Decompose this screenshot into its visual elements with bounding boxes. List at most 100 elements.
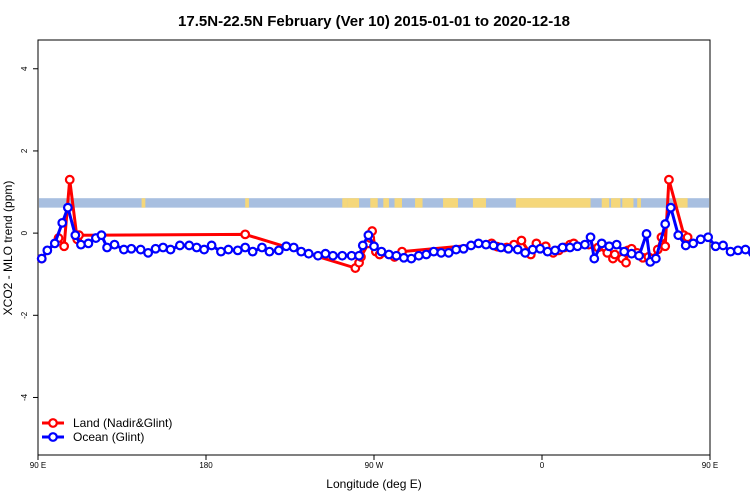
band-land-segment <box>601 198 610 208</box>
series-ocean <box>36 202 750 267</box>
legend-marker <box>48 432 58 442</box>
data-point <box>542 246 553 257</box>
legend-label: Ocean (Glint) <box>73 430 144 444</box>
data-point <box>337 250 348 261</box>
x-tick-label: 0 <box>540 461 545 470</box>
data-point <box>458 243 469 254</box>
data-point <box>688 238 699 249</box>
data-point <box>49 238 60 249</box>
data-point <box>109 239 120 250</box>
data-point <box>281 241 292 252</box>
data-point <box>363 230 374 241</box>
data-point <box>641 229 652 239</box>
legend-marker <box>48 418 58 428</box>
band-land-segment <box>383 198 389 208</box>
data-point <box>516 235 527 246</box>
data-point <box>240 229 251 240</box>
band-land-segment <box>342 198 348 208</box>
data-point <box>257 242 267 253</box>
x-tick-label: 90 E <box>702 461 718 470</box>
y-axis-label: XCO2 - MLO trend (ppm) <box>1 181 15 316</box>
data-point <box>165 244 176 255</box>
data-point <box>443 247 454 258</box>
data-point <box>247 246 258 257</box>
data-point <box>199 244 210 255</box>
chart-title: 17.5N-22.5N February (Ver 10) 2015-01-01… <box>178 13 570 30</box>
data-point <box>57 217 68 228</box>
data-point <box>369 241 379 252</box>
data-point <box>264 246 275 257</box>
data-point <box>585 232 596 243</box>
data-point <box>650 253 661 264</box>
data-point <box>357 240 368 251</box>
data-point <box>604 241 615 252</box>
band-land-segment <box>141 198 146 208</box>
data-point <box>634 250 644 261</box>
data-point <box>143 247 154 258</box>
band-land-segment <box>370 198 378 208</box>
y-tick-label: 0 <box>20 230 29 235</box>
y-tick-label: -2 <box>20 311 29 319</box>
data-point <box>135 244 146 255</box>
data-point <box>611 239 622 250</box>
data-point <box>288 242 299 253</box>
data-point <box>718 240 728 251</box>
band-land-segment <box>676 198 688 208</box>
data-point <box>384 249 394 260</box>
data-point <box>725 246 736 257</box>
data-point <box>96 230 107 241</box>
data-point <box>473 238 484 249</box>
data-point <box>83 238 94 249</box>
data-point <box>76 239 86 250</box>
series-layer <box>36 174 750 273</box>
data-point <box>580 239 590 250</box>
x-tick-label: 90 W <box>365 461 384 470</box>
surface-band <box>39 198 709 208</box>
data-point <box>64 174 75 185</box>
data-point <box>126 243 137 254</box>
data-point <box>660 241 671 252</box>
band-land-segment <box>443 198 458 208</box>
data-point <box>609 249 620 260</box>
data-point <box>70 230 81 241</box>
data-point <box>703 232 714 243</box>
data-point <box>665 202 676 213</box>
data-point <box>740 244 750 255</box>
data-point <box>354 250 364 261</box>
band-land-segment <box>245 198 249 208</box>
data-point <box>520 247 531 258</box>
y-axis: -4 -2 0 2 4 <box>20 66 38 401</box>
legend-label: Land (Nadir&Glint) <box>73 416 172 430</box>
data-point <box>240 242 251 253</box>
band-land-segment <box>347 198 360 208</box>
data-point <box>273 245 284 256</box>
data-point <box>664 174 674 185</box>
x-tick-label: 90 E <box>30 461 46 470</box>
data-point <box>150 243 161 254</box>
band-land-segment <box>415 198 423 208</box>
data-point <box>206 240 217 251</box>
x-tick-label: 180 <box>199 461 213 470</box>
band-land-segment <box>472 198 486 208</box>
data-point <box>503 243 514 254</box>
band-land-segment <box>394 198 402 208</box>
data-point <box>428 246 439 257</box>
band-land-segment <box>611 198 621 208</box>
data-point <box>413 250 424 261</box>
data-point <box>303 248 314 259</box>
data-point <box>565 242 575 253</box>
band-land-segment <box>637 198 641 208</box>
data-point <box>223 244 234 255</box>
data-point <box>496 242 506 253</box>
y-tick-label: -4 <box>20 393 29 401</box>
y-tick-label: 2 <box>20 148 29 153</box>
data-point <box>621 257 631 268</box>
data-point <box>512 244 523 255</box>
x-axis-label: Longitude (deg E) <box>326 477 421 491</box>
y-tick-label: 4 <box>20 66 29 71</box>
data-point <box>59 241 70 252</box>
band-land-segment <box>515 198 542 208</box>
data-point <box>660 219 671 229</box>
data-point <box>673 230 684 241</box>
